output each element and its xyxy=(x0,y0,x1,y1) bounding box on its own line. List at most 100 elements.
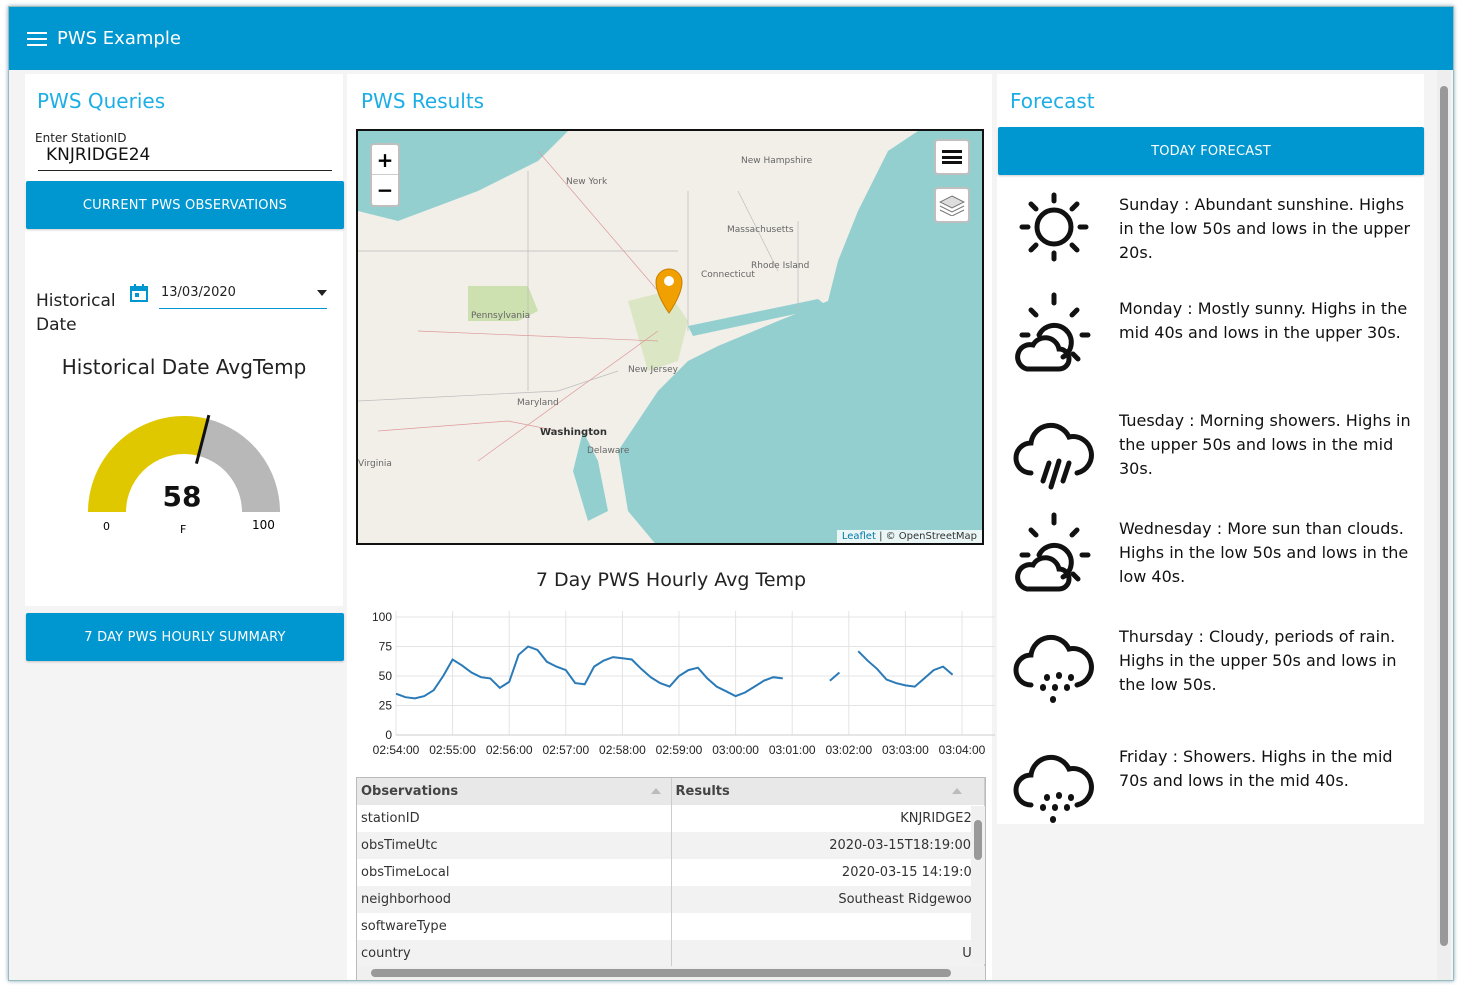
x-tick-label: 02:55:00 xyxy=(429,743,476,757)
x-tick-label: 03:00:00 xyxy=(712,743,759,757)
x-tick-label: 02:58:00 xyxy=(599,743,646,757)
map-marker-icon[interactable] xyxy=(654,267,684,315)
results-heading: PWS Results xyxy=(361,89,485,113)
rain-icon xyxy=(1009,619,1099,709)
forecast-card xyxy=(997,74,1424,824)
map-label: Virginia xyxy=(358,459,392,469)
table-row[interactable]: neighborhood Southeast Ridgewood xyxy=(357,886,985,913)
observation-name: softwareType xyxy=(357,913,672,940)
zoom-control: + − xyxy=(370,143,400,207)
map-menu-button[interactable] xyxy=(934,139,970,175)
observation-value: KNJRIDGE24 xyxy=(671,805,985,832)
sort-arrow-icon[interactable] xyxy=(650,788,661,794)
column-header-results[interactable]: Results xyxy=(671,778,985,805)
temperature-gauge xyxy=(88,414,280,512)
zoom-out-button[interactable]: − xyxy=(376,178,394,202)
x-tick-label: 02:59:00 xyxy=(656,743,703,757)
dropdown-arrow-icon[interactable] xyxy=(317,290,327,301)
y-tick-label: 75 xyxy=(379,640,393,654)
map-tiles xyxy=(358,131,982,543)
leaflet-link[interactable]: Leaflet xyxy=(841,531,876,542)
forecast-day-text: Wednesday : More sun than clouds. Highs … xyxy=(1119,519,1409,586)
forecast-day-text: Thursday : Cloudy, periods of rain. High… xyxy=(1119,627,1397,694)
app-bar: PWS Example xyxy=(9,7,1453,70)
observation-value: 2020-03-15T18:19:00Z xyxy=(671,832,985,859)
gauge-remaining xyxy=(198,419,280,512)
rain-icon xyxy=(1009,739,1099,829)
hamburger-icon[interactable] xyxy=(27,31,47,46)
showers-icon xyxy=(1009,403,1099,493)
forecast-day-text: Monday : Mostly sunny. Highs in the mid … xyxy=(1119,299,1408,342)
date-value: 13/03/2020 xyxy=(161,285,236,300)
map-label: New York xyxy=(566,177,608,187)
column-header-observations[interactable]: Observations xyxy=(357,778,672,805)
app-title: PWS Example xyxy=(57,28,181,49)
forecast-heading: Forecast xyxy=(1010,89,1095,113)
map-label: Massachusetts xyxy=(727,225,794,235)
gauge-max: 100 xyxy=(252,518,275,532)
horizontal-scrollbar[interactable] xyxy=(357,966,985,980)
x-tick-label: 03:02:00 xyxy=(825,743,872,757)
y-tick-label: 0 xyxy=(385,728,392,742)
calendar-icon[interactable] xyxy=(129,283,149,303)
gauge-title: Historical Date AvgTemp xyxy=(61,355,307,379)
queries-card xyxy=(25,74,343,606)
observation-value: US xyxy=(671,940,985,967)
map-label: Delaware xyxy=(587,446,630,456)
sun-icon xyxy=(1009,187,1099,277)
table-row[interactable]: softwareType xyxy=(357,913,985,940)
partly-sunny-icon xyxy=(1009,511,1099,601)
gauge-needle xyxy=(194,414,211,464)
table-row[interactable]: obsTimeUtc 2020-03-15T18:19:00Z xyxy=(357,832,985,859)
chart-title: 7 Day PWS Hourly Avg Temp xyxy=(535,569,807,591)
map-label: New Hampshire xyxy=(741,156,813,166)
scroll-thumb[interactable] xyxy=(371,969,951,977)
layers-button[interactable] xyxy=(934,187,970,223)
map-label: Maryland xyxy=(517,398,559,408)
vertical-scrollbar[interactable] xyxy=(971,806,985,964)
series-line xyxy=(395,645,954,700)
app-window: PWS Example PWS Queries Enter StationID … xyxy=(8,6,1454,981)
observation-value: Southeast Ridgewood xyxy=(671,886,985,913)
observation-name: country xyxy=(357,940,672,967)
x-tick-label: 02:57:00 xyxy=(542,743,589,757)
table-row[interactable]: stationID KNJRIDGE24 xyxy=(357,805,985,832)
scroll-thumb[interactable] xyxy=(1440,86,1448,946)
temperature-chart: 0 25 50 75 100 02:54:00 02:55:00 02:56:00 02:57:… xyxy=(372,610,995,757)
station-label: Enter StationID xyxy=(35,131,127,145)
map-attribution: Leaflet | © OpenStreetMap xyxy=(836,530,982,543)
x-tick-label: 02:54:00 xyxy=(373,743,420,757)
observation-name: stationID xyxy=(357,805,672,832)
observations-table: Observations Results stationID KNJRIDGE24… xyxy=(356,777,986,980)
gauge-unit: F xyxy=(180,523,187,536)
page-scrollbar[interactable] xyxy=(1437,70,1451,980)
map-label: New Jersey xyxy=(628,365,678,375)
zoom-in-button[interactable]: + xyxy=(372,145,398,175)
map-label: Connecticut xyxy=(701,270,755,280)
hamburger-icon xyxy=(942,150,962,164)
x-tick-label: 03:03:00 xyxy=(882,743,929,757)
observation-name: neighborhood xyxy=(357,886,672,913)
sort-arrow-icon[interactable] xyxy=(952,788,962,794)
current-observations-button[interactable]: CURRENT PWS OBSERVATIONS xyxy=(26,181,344,229)
date-picker[interactable]: 13/03/2020 xyxy=(159,285,327,309)
station-input[interactable]: KNJRIDGE24 xyxy=(38,145,332,171)
y-tick-label: 25 xyxy=(379,699,393,713)
observation-name: obsTimeLocal xyxy=(357,859,672,886)
map-label: Rhode Island xyxy=(751,261,810,271)
forecast-day-text: Tuesday : Morning showers. Highs in the … xyxy=(1119,411,1411,478)
today-forecast-button[interactable]: TODAY FORECAST xyxy=(998,127,1424,175)
historical-date-label: Historical Date xyxy=(36,291,116,335)
table-row[interactable]: obsTimeLocal 2020-03-15 14:19:00 xyxy=(357,859,985,886)
scroll-thumb[interactable] xyxy=(974,820,982,860)
table-row[interactable]: countryUS xyxy=(357,940,985,967)
hourly-summary-button[interactable]: 7 DAY PWS HOURLY SUMMARY xyxy=(26,613,344,661)
partly-sunny-icon xyxy=(1009,291,1099,381)
forecast-day-text: Friday : Showers. Highs in the mid 70s a… xyxy=(1119,747,1393,790)
map[interactable]: New Hampshire New York Massachusetts Rho… xyxy=(356,129,984,545)
y-tick-label: 100 xyxy=(372,610,392,624)
map-label: Washington xyxy=(540,427,607,438)
map-label: Pennsylvania xyxy=(471,311,531,321)
gauge-min: 0 xyxy=(103,520,110,533)
observation-value: 2020-03-15 14:19:00 xyxy=(671,859,985,886)
